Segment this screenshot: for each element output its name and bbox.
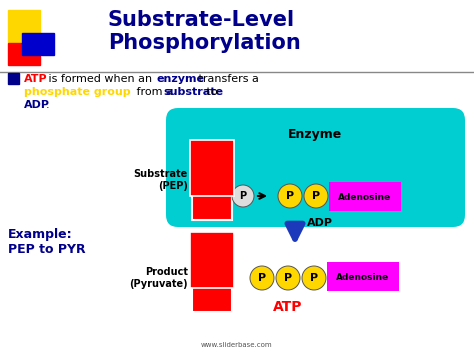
Text: phosphate group: phosphate group [24,87,131,97]
Circle shape [278,184,302,208]
Text: Phosphorylation: Phosphorylation [108,33,301,53]
Text: P: P [258,273,266,283]
Bar [8,73,19,84]
Text: P: P [239,191,246,201]
Text: P: P [286,191,294,201]
Text: www.sliderbase.com: www.sliderbase.com [201,342,273,348]
Text: ADP: ADP [307,218,333,228]
Bar [8,43,40,65]
Text: Substrate-Level: Substrate-Level [108,10,295,30]
Text: Enzyme: Enzyme [288,128,342,141]
Text: Adenosine: Adenosine [338,192,392,202]
Text: enzyme: enzyme [157,74,205,84]
FancyBboxPatch shape [166,108,465,227]
Text: .: . [46,100,50,110]
Text: Product
(Pyruvate): Product (Pyruvate) [129,267,188,289]
Circle shape [276,266,300,290]
Text: Example:
PEP to PYR: Example: PEP to PYR [8,228,86,256]
Circle shape [304,184,328,208]
Text: from a: from a [133,87,176,97]
Text: transfers a: transfers a [195,74,259,84]
Text: O
C=O
C-O-
CH₂: O C=O C-O- CH₂ [204,154,220,182]
Circle shape [302,266,326,290]
Text: P: P [310,273,318,283]
Text: ATP: ATP [273,300,303,314]
Text: O
C=O
C=O
CH₂: O C=O C=O CH₂ [204,246,220,274]
FancyBboxPatch shape [327,262,399,291]
Text: ADP: ADP [24,100,50,110]
Text: Substrate
(PEP): Substrate (PEP) [134,169,188,191]
Text: P: P [284,273,292,283]
Text: substrate: substrate [163,87,223,97]
Text: Adenosine: Adenosine [337,273,390,282]
Text: is formed when an: is formed when an [45,74,155,84]
FancyBboxPatch shape [192,150,232,220]
Circle shape [250,266,274,290]
Bar [22,33,54,55]
Circle shape [232,185,254,207]
FancyBboxPatch shape [192,242,232,312]
Text: ATP: ATP [24,74,47,84]
Text: P: P [312,191,320,201]
Bar [8,10,40,42]
FancyBboxPatch shape [329,182,401,211]
Text: to: to [203,87,218,97]
